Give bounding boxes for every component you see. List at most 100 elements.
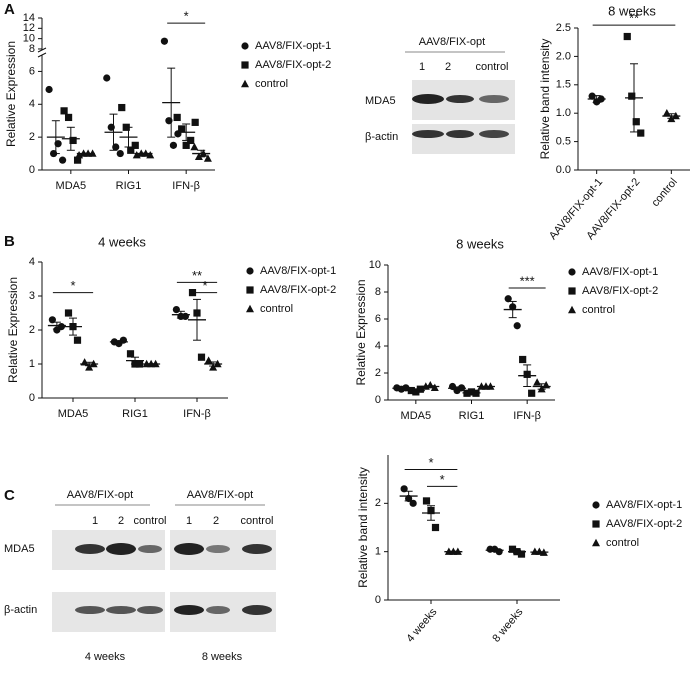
y-axis-label: Relative Expression [354,279,368,385]
chart-title: 8 weeks [608,3,656,18]
axis-break [37,52,47,58]
band [106,543,136,555]
data-point [204,356,213,364]
data-point [416,385,424,393]
data-point [146,151,155,159]
data-point [637,129,645,137]
y-tick-label: 12 [23,22,35,34]
y-tick-label: 8 [29,43,35,55]
data-point [409,499,417,507]
y-tick-label: 0 [375,594,381,606]
y-tick-label: 6 [375,313,381,325]
axis-break [37,47,47,53]
data-point [197,353,206,361]
data-point [628,92,636,100]
data-point [203,154,212,162]
legend-marker [592,520,600,528]
data-point [169,141,178,149]
legend-marker [592,538,600,547]
x-tick-label: IFN-β [183,408,211,420]
data-point [662,109,671,117]
data-point [160,37,169,45]
legend-label: AAV8/FIX-opt-1 [606,499,682,511]
legend-label: AAV8/FIX-opt-1 [582,266,658,278]
data-point [58,156,67,164]
panel-label: A [4,1,15,18]
y-tick-label: 2 [375,367,381,379]
legend-label: control [260,303,293,315]
data-point [173,113,181,122]
y-axis-label: Relative Expression [6,277,20,383]
lane-label: 1 [92,515,98,527]
y-tick-label: 0 [29,392,35,404]
data-point [513,322,521,330]
y-tick-label: 8 [375,286,381,298]
legend-label: AAV8/FIX-opt-1 [260,265,336,277]
band [106,606,136,614]
x-tick-label: 4 weeks [404,606,439,645]
lane-label: control [240,515,273,527]
y-tick-label: 0 [29,164,35,176]
significance-label: ** [629,11,639,26]
y-tick-label: 14 [23,12,35,24]
legend-marker [568,268,576,276]
legend-marker [241,61,249,69]
blot: AAV8/FIX-opt 1 2 control MDA5 β-actin 4 … [4,489,167,663]
data-point [191,118,199,126]
data-point [57,323,65,331]
significance-label: * [440,472,445,487]
data-point [623,32,631,41]
y-tick-label: 2 [29,324,35,336]
data-point [127,146,135,154]
band [242,605,272,615]
chart-title: 4 weeks [98,234,146,249]
band [75,606,105,614]
legend-marker [241,79,249,88]
blot: AAV8/FIX-opt 1 2 control 8 weeks [170,489,276,663]
x-tick-label: MDA5 [58,408,89,420]
data-point [400,485,408,493]
data-point [178,125,186,133]
data-point [528,389,536,397]
data-point [430,383,439,392]
significance-label: *** [520,273,535,288]
legend-label: AAV8/FIX-opt-2 [255,59,331,71]
x-tick-label: MDA5 [56,180,87,192]
band [446,95,474,103]
legend-marker [246,286,254,294]
blot-header: AAV8/FIX-opt [187,489,253,501]
y-tick-label: 1 [375,546,381,558]
data-point [588,92,596,100]
blot-header: AAV8/FIX-opt [67,489,133,501]
significance-label: * [428,455,433,470]
y-axis-label: Relative band intensity [538,39,552,160]
y-tick-label: 4 [29,256,35,268]
legend-label: AAV8/FIX-opt-1 [255,40,331,52]
data-point [517,550,526,558]
data-point [64,309,73,317]
data-point [172,306,180,314]
y-tick-label: 2.0 [556,50,571,62]
y-axis-label: Relative Expression [4,41,18,147]
panel-label: B [4,233,15,250]
data-point [187,136,195,145]
data-point [60,107,68,115]
band [75,544,105,554]
significance-label: * [184,9,189,24]
legend-label: control [606,537,639,549]
y-tick-label: 1.0 [556,107,571,119]
band [206,606,230,614]
y-tick-label: 2 [375,497,381,509]
data-point [467,388,476,396]
y-tick-label: 0.0 [556,164,571,176]
blot-caption: 8 weeks [202,651,243,663]
data-point [508,545,517,553]
data-point [73,336,82,344]
blot-header: AAV8/FIX-opt [419,36,485,48]
legend-marker [241,42,249,50]
data-point [103,74,111,82]
data-point [126,350,135,358]
legend-label: AAV8/FIX-opt-2 [582,285,658,297]
data-point [116,149,124,158]
band [446,130,474,138]
